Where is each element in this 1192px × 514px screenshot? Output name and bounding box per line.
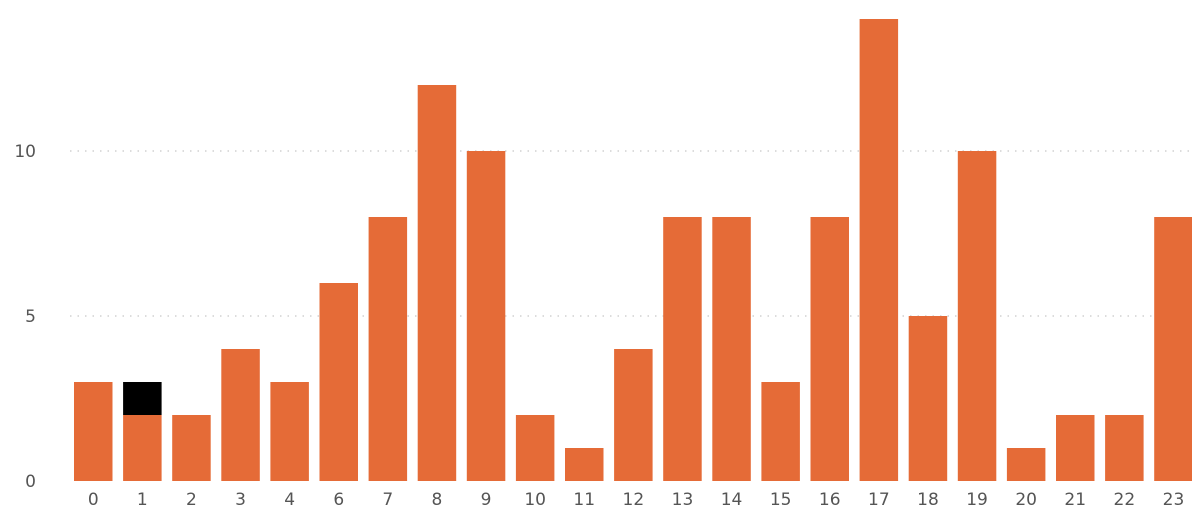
x-tick-label-9: 9 [481,490,492,510]
x-tick-label-20: 20 [1015,490,1037,510]
bar-23[interactable] [1154,217,1192,481]
x-axis-ticks: 0 1 2 3 4 6 7 8 9 10 11 12 13 14 15 16 17 18 19 20 21 22 23 [88,490,1184,510]
bar-1[interactable] [123,415,162,481]
x-tick-label-3: 3 [235,490,246,510]
y-axis-ticks: 0 5 10 [14,142,36,492]
x-tick-label-15: 15 [770,490,792,510]
bar-18[interactable] [908,316,948,481]
gridlines [70,150,1190,317]
y-tick-label-5: 5 [25,307,36,327]
bar-7[interactable] [368,217,408,481]
bar-17[interactable] [859,19,899,481]
bar-12[interactable] [614,349,653,481]
bar-22[interactable] [1105,415,1144,481]
x-tick-label-18: 18 [917,490,939,510]
bar-8[interactable] [417,85,457,481]
bar-2[interactable] [172,415,211,481]
bar-21[interactable] [1056,415,1095,481]
bar-19[interactable] [957,151,997,481]
bars [74,19,1192,481]
x-tick-label-19: 19 [966,490,988,510]
x-tick-label-23: 23 [1163,490,1185,510]
bar-3[interactable] [221,349,260,481]
bar-highlight-1[interactable] [123,382,162,415]
bar-10[interactable] [515,415,555,481]
bar-13[interactable] [663,217,702,481]
x-tick-label-16: 16 [819,490,841,510]
x-tick-label-21: 21 [1064,490,1086,510]
x-tick-label-11: 11 [573,490,595,510]
bar-9[interactable] [466,151,506,481]
bar-14[interactable] [712,217,751,481]
bar-6[interactable] [319,283,359,481]
x-tick-label-17: 17 [868,490,890,510]
bar-16[interactable] [810,217,850,481]
y-tick-label-0: 0 [25,472,36,492]
x-tick-label-22: 22 [1114,490,1136,510]
x-tick-label-13: 13 [672,490,694,510]
x-tick-label-8: 8 [432,490,443,510]
bar-15[interactable] [761,382,800,481]
x-tick-label-6: 6 [333,490,344,510]
bar-11[interactable] [565,448,604,481]
x-tick-label-2: 2 [186,490,197,510]
x-tick-label-10: 10 [524,490,546,510]
y-tick-label-10: 10 [14,142,36,162]
bar-4[interactable] [270,382,309,481]
bar-0[interactable] [74,382,113,481]
x-tick-label-14: 14 [721,490,743,510]
x-tick-label-1: 1 [137,490,148,510]
bar-20[interactable] [1006,448,1046,481]
x-tick-label-0: 0 [88,490,99,510]
x-tick-label-4: 4 [284,490,295,510]
x-tick-label-12: 12 [623,490,645,510]
x-tick-label-7: 7 [382,490,393,510]
